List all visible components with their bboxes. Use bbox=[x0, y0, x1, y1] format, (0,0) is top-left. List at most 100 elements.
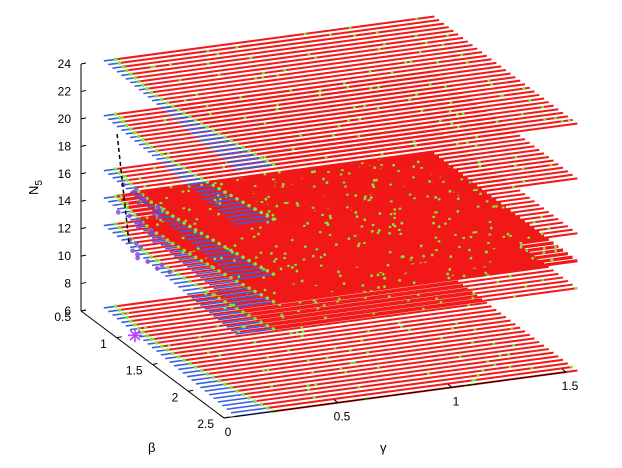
row-blue bbox=[208, 252, 238, 259]
scatter-point bbox=[508, 365, 512, 369]
boundary-point bbox=[211, 128, 216, 133]
boundary-point bbox=[149, 200, 154, 204]
boundary-point bbox=[165, 210, 170, 215]
row-red bbox=[273, 232, 578, 276]
scatter-point bbox=[143, 184, 147, 188]
scatter-point bbox=[336, 300, 340, 304]
boundary-point bbox=[211, 265, 216, 270]
row-blue bbox=[169, 359, 185, 363]
scatter-point bbox=[299, 134, 303, 137]
row-blue bbox=[230, 407, 268, 414]
scatter-point bbox=[400, 221, 404, 225]
boundary-point bbox=[188, 224, 192, 229]
scatter-point bbox=[540, 215, 543, 219]
row-red bbox=[267, 283, 573, 327]
boundary-point bbox=[199, 286, 204, 290]
row-red bbox=[242, 159, 554, 204]
boundary-point bbox=[193, 255, 198, 260]
scatter-point bbox=[250, 227, 254, 231]
scatter-point bbox=[476, 374, 480, 377]
scatter-point bbox=[512, 343, 516, 347]
boundary-point bbox=[188, 252, 192, 256]
scatter-point bbox=[321, 213, 324, 217]
scatter-point bbox=[152, 65, 156, 69]
scatter-point bbox=[333, 346, 337, 350]
scatter-point bbox=[448, 109, 452, 113]
scatter-point bbox=[196, 247, 200, 250]
scatter-point bbox=[550, 258, 553, 262]
scatter-point bbox=[484, 250, 488, 254]
scatter-point bbox=[494, 204, 498, 208]
row-red bbox=[119, 155, 440, 202]
scatter-point bbox=[549, 163, 553, 167]
purple-point bbox=[145, 259, 151, 264]
scatter-point bbox=[354, 211, 358, 214]
row-blue bbox=[230, 297, 268, 304]
row-blue bbox=[169, 112, 185, 116]
scatter-point bbox=[383, 285, 386, 289]
boundary-point bbox=[113, 112, 118, 117]
row-blue bbox=[191, 266, 214, 272]
boundary-point bbox=[259, 210, 264, 215]
scatter-point bbox=[437, 240, 441, 243]
boundary-point bbox=[188, 361, 192, 366]
purple-point bbox=[131, 189, 137, 195]
boundary-point bbox=[149, 145, 154, 150]
boundary-point bbox=[113, 194, 118, 199]
scatter-point bbox=[389, 200, 393, 203]
scatter-point bbox=[283, 256, 286, 260]
scatter-point bbox=[380, 163, 384, 167]
purple-point bbox=[164, 242, 169, 247]
row-blue bbox=[226, 403, 262, 411]
boundary-point bbox=[253, 152, 257, 156]
z-tick-label: 12 bbox=[58, 222, 72, 236]
scatter-point bbox=[303, 32, 307, 36]
scatter-point bbox=[145, 216, 149, 219]
scatter-point bbox=[310, 170, 314, 174]
boundary-point bbox=[125, 205, 129, 210]
scatter-point bbox=[397, 169, 401, 173]
scatter-point bbox=[352, 361, 356, 365]
row-blue bbox=[230, 160, 268, 167]
row-red bbox=[248, 108, 559, 152]
scatter-point bbox=[456, 197, 460, 201]
boundary-point bbox=[235, 197, 239, 201]
scatter-point bbox=[187, 189, 191, 193]
scatter-point bbox=[318, 93, 322, 97]
boundary-point bbox=[253, 262, 257, 266]
scatter-point bbox=[281, 316, 285, 319]
row-blue bbox=[222, 153, 256, 160]
boundary-point bbox=[188, 279, 192, 284]
boundary-point bbox=[259, 265, 264, 270]
scatter-point bbox=[484, 271, 488, 275]
row-blue bbox=[156, 102, 168, 106]
scatter-point bbox=[275, 103, 279, 107]
row-blue bbox=[195, 132, 220, 138]
overlays bbox=[116, 132, 142, 343]
row-blue bbox=[187, 126, 208, 131]
row-blue bbox=[103, 305, 116, 309]
row-red bbox=[142, 177, 468, 224]
scatter-point bbox=[451, 326, 454, 330]
row-blue bbox=[108, 117, 120, 121]
row-red bbox=[261, 225, 568, 269]
scatter-point bbox=[252, 235, 256, 239]
boundary-point bbox=[223, 272, 227, 277]
boundary-point bbox=[253, 399, 257, 403]
boundary-point bbox=[247, 286, 251, 290]
row-blue bbox=[191, 376, 214, 382]
boundary-point bbox=[223, 382, 227, 386]
scatter-point bbox=[169, 63, 172, 66]
purple-point bbox=[138, 193, 144, 199]
boundary-point bbox=[199, 121, 204, 126]
boundary-point bbox=[121, 202, 125, 206]
scatter-point bbox=[261, 75, 265, 79]
scatter-point bbox=[508, 274, 512, 278]
scatter-point bbox=[204, 292, 208, 296]
scatter-point bbox=[349, 349, 352, 352]
boundary-point bbox=[145, 141, 149, 146]
boundary-point bbox=[199, 368, 204, 373]
z-tick-label: 16 bbox=[58, 167, 72, 181]
scatter-point bbox=[455, 112, 459, 116]
row-red bbox=[184, 68, 507, 115]
